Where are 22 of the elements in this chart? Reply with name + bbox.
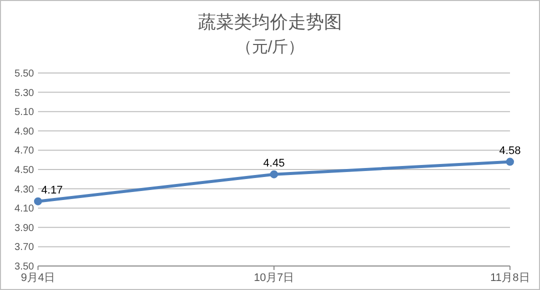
- subtitle: （元/斤）: [236, 39, 304, 56]
- title: 蔬菜类均价走势图: [198, 12, 342, 32]
- y-tick-label: 4.30: [14, 184, 34, 196]
- x-tick-label: 11月8日: [490, 272, 530, 284]
- y-tick-label: 5.50: [14, 68, 34, 80]
- y-tick-label: 4.50: [14, 165, 34, 176]
- data-label: 4.45: [263, 157, 285, 170]
- x-tick-label: 9月4日: [20, 272, 56, 284]
- y-tick-label: 4.70: [14, 146, 34, 157]
- y-tick-label: 4.10: [14, 204, 34, 215]
- y-tick-label: 3.70: [14, 242, 34, 254]
- y-tick-label: 5.10: [14, 107, 34, 118]
- y-tick-label: 4.90: [14, 126, 34, 138]
- y-tick-label: 3.50: [14, 262, 34, 272]
- data-label: 4.58: [499, 144, 521, 157]
- point: [506, 158, 514, 166]
- x-tick-label: 10月7日: [254, 272, 294, 284]
- y-tick-label: 5.30: [14, 88, 34, 99]
- data-label: 4.17: [41, 184, 63, 196]
- point: [270, 170, 278, 178]
- point: [34, 197, 42, 206]
- y-tick-label: 3.90: [14, 222, 34, 234]
